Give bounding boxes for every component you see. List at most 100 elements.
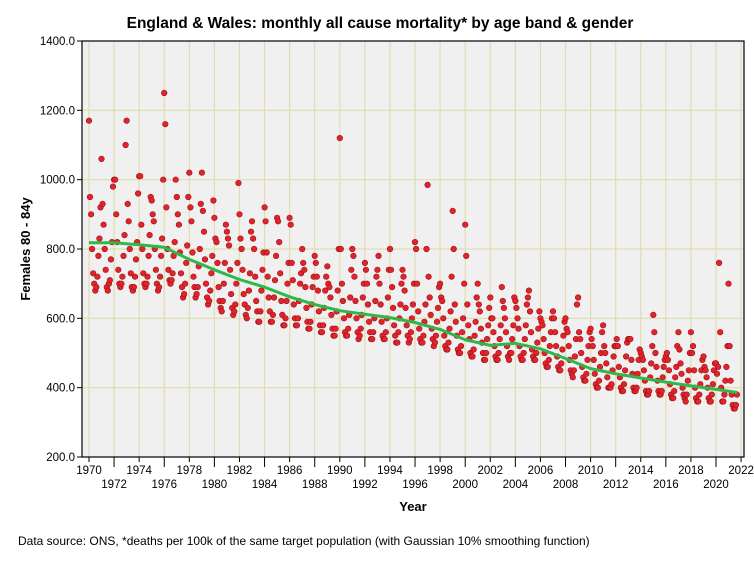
data-point [469,353,476,360]
data-point [290,301,297,308]
data-point [536,308,543,315]
data-point [551,329,559,336]
data-point [390,304,397,312]
data-point [415,308,422,315]
data-point [284,280,291,287]
data-point [426,294,433,301]
data-point [236,211,243,218]
data-point [243,315,250,322]
data-point [521,336,528,343]
data-point [389,284,396,291]
data-point [665,367,673,374]
data-point [423,245,430,253]
data-point [464,301,471,308]
data-point [425,273,432,280]
data-point [570,367,578,374]
data-point [645,388,653,395]
data-point [653,363,660,371]
data-point [334,287,341,294]
data-point [496,336,503,343]
data-point [682,398,689,405]
x-tick-label: 1970 [76,465,102,477]
x-tick-label: 1986 [277,465,303,477]
data-point [510,322,517,329]
data-point [659,374,666,381]
data-point [289,277,296,284]
y-tick-label: 600.0 [46,313,75,325]
x-tick-label: 2022 [728,465,754,477]
data-point [318,329,326,336]
data-point [239,266,246,273]
data-point [125,218,132,225]
data-point [322,287,329,294]
y-tick-label: 200.0 [46,452,75,464]
data-point [127,270,134,277]
data-point [587,325,594,332]
data-point [94,273,101,280]
data-point [250,235,257,242]
x-tick-label: 2010 [578,465,604,477]
y-tick-label: 1000.0 [40,175,75,187]
data-point [402,304,409,312]
data-point [287,221,294,228]
data-point [526,308,534,315]
data-point [474,280,481,287]
data-point [427,311,434,319]
data-point [258,287,265,294]
data-point [213,239,220,246]
data-point [649,343,656,350]
data-point [209,252,216,259]
data-point [95,252,102,259]
data-point [470,346,477,353]
data-point [676,346,683,353]
data-point [557,367,564,374]
data-point [311,252,318,259]
data-point [472,318,479,325]
data-point [163,204,170,211]
data-point [169,270,176,277]
data-point [338,280,346,287]
x-tick-label: 2006 [528,465,554,477]
data-point [477,325,485,332]
data-point [282,315,289,322]
y-tick-label: 400.0 [46,383,75,395]
y-axis-label: Females 80 - 84y [18,197,33,301]
data-point [190,273,197,280]
data-point [484,336,491,343]
data-point [573,301,581,308]
data-point [603,360,610,367]
data-point [514,315,521,322]
data-point [708,391,715,398]
data-point [707,398,714,405]
data-point [222,221,229,228]
data-point [501,315,509,322]
data-point [524,294,532,301]
data-point [130,284,137,291]
data-points [85,89,741,412]
data-point [261,204,268,211]
data-point [723,363,730,371]
data-point [323,273,330,280]
data-point [684,377,691,384]
data-point [502,329,510,336]
data-point [339,297,347,305]
data-point [663,349,671,357]
data-point [387,266,395,273]
data-point [87,211,95,218]
data-point [683,391,690,398]
data-point [350,252,357,259]
data-point [437,280,444,287]
data-point [696,391,703,398]
data-point [613,336,620,343]
data-point [449,207,456,214]
data-point [88,245,96,253]
data-point [206,297,213,305]
data-point [214,259,221,267]
data-point [302,284,309,291]
data-point [672,374,679,381]
data-point [440,315,447,322]
data-point [409,301,417,308]
data-point [569,374,576,381]
data-point [238,245,245,253]
